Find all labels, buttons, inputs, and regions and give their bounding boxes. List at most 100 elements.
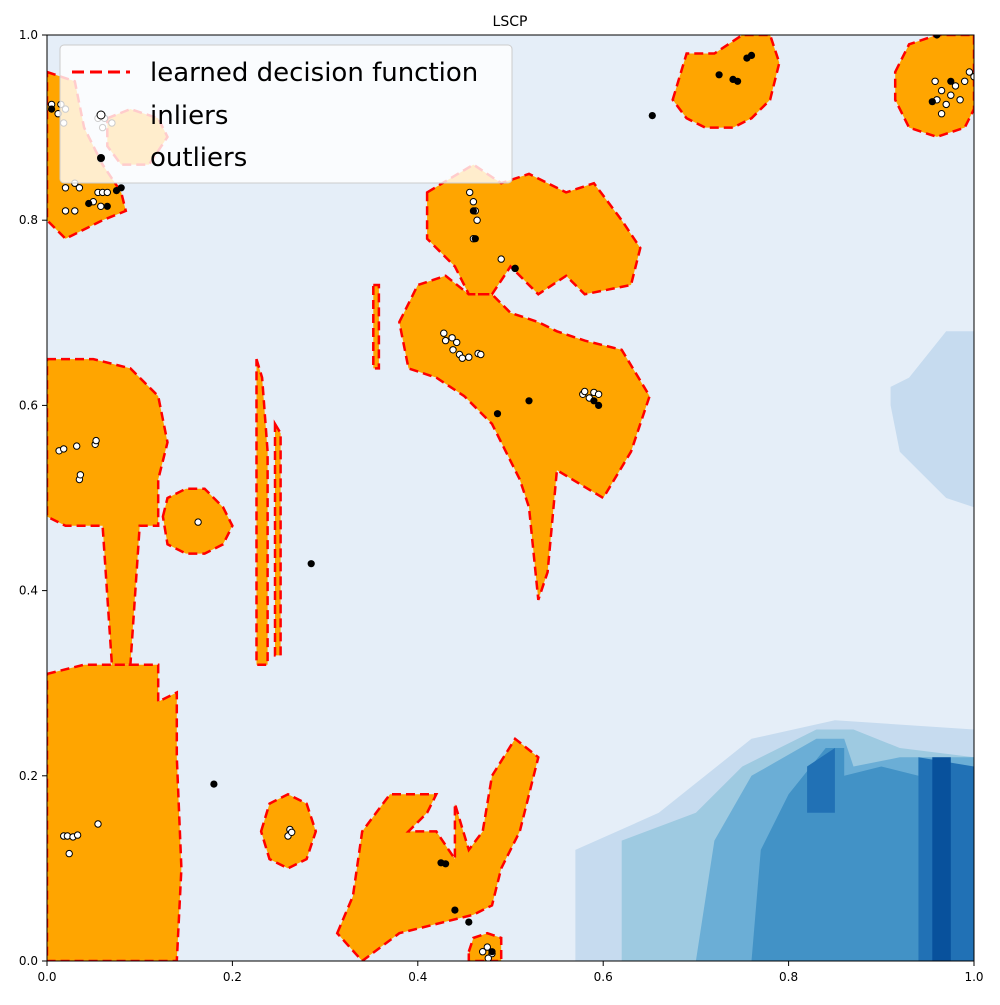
- inlier-point: [479, 948, 487, 956]
- decision-boundary-contour: [255, 358, 269, 666]
- outlier-point: [210, 780, 218, 788]
- y-tick-label: 0.2: [19, 769, 38, 783]
- data-points: [47, 35, 974, 961]
- inlier-point: [73, 831, 82, 839]
- decision-boundary-contour: [273, 419, 282, 657]
- decision-boundary-contour: [397, 274, 651, 601]
- inlier-point: [65, 849, 73, 858]
- inlier-region: [47, 359, 168, 665]
- outlier-point: [307, 560, 315, 568]
- y-tick-label: 0.8: [19, 213, 38, 227]
- decision-boundary-contour: [671, 35, 781, 129]
- inlier-point: [94, 820, 102, 828]
- outlier-point: [48, 105, 56, 113]
- outlier-point: [451, 906, 459, 914]
- inlier-point: [61, 184, 70, 192]
- inlier-point: [497, 255, 505, 263]
- decision-boundary-contour: [372, 283, 381, 370]
- inlier-point: [581, 387, 589, 396]
- decision-boundary-contour: [161, 487, 234, 555]
- outlier-point: [928, 98, 936, 106]
- decision-boundary-contour: [335, 736, 540, 961]
- inlier-region: [337, 738, 539, 961]
- outlier-point: [112, 187, 121, 195]
- inlier-point: [440, 329, 448, 337]
- inlier-point: [469, 198, 478, 206]
- legend-label-outliers: outliers: [150, 143, 247, 173]
- inlier-point: [92, 436, 100, 445]
- score-contour-region: [890, 331, 974, 508]
- inlier-point: [947, 91, 955, 99]
- inlier-region: [275, 423, 281, 656]
- outlier-point: [525, 397, 533, 405]
- decision-boundary-contour: [259, 792, 318, 870]
- inlier-point: [465, 353, 473, 361]
- plot-frame: [46, 34, 975, 962]
- y-tick-label: 0.4: [19, 584, 38, 598]
- outlier-point: [590, 397, 598, 405]
- inlier-point: [73, 442, 81, 450]
- inlier-point: [473, 216, 481, 224]
- inlier-point: [75, 184, 84, 192]
- outlier-point: [715, 71, 723, 79]
- inlier-point: [60, 445, 68, 453]
- decision-boundary-contour: [47, 357, 169, 666]
- inlier-point: [76, 471, 85, 479]
- outlier-point: [493, 410, 502, 418]
- axes: 0.0 0.2 0.4 0.6 0.8 1.0 0.0 0.2 0.4 0.6 0.8 1.0: [19, 28, 984, 984]
- outlier-point: [511, 264, 519, 272]
- inlier-point: [448, 334, 456, 342]
- outlier-point: [595, 401, 603, 409]
- outlier-point: [933, 35, 941, 39]
- inlier-point: [937, 86, 946, 95]
- decision-boundary-contour: [47, 70, 128, 241]
- decision-boundary-contour: [47, 663, 183, 961]
- inlier-point: [477, 350, 485, 359]
- inlier-point: [288, 828, 296, 836]
- y-tick-label: 1.0: [19, 28, 38, 42]
- inlier-point: [71, 207, 79, 215]
- x-tick-label: 0.2: [223, 970, 242, 984]
- outlier-point: [442, 860, 450, 868]
- decision-boundary-contour: [467, 931, 503, 961]
- y-tick-label: 0.6: [19, 398, 38, 412]
- inlier-region: [427, 164, 641, 295]
- inlier-point: [965, 68, 974, 76]
- inlier-point: [961, 77, 969, 86]
- outlier-point: [85, 199, 93, 208]
- inlier-region: [895, 35, 974, 137]
- legend-box: [59, 44, 513, 184]
- x-tick-label: 0.6: [594, 970, 613, 984]
- outlier-point: [947, 77, 955, 85]
- y-tick-label: 0.0: [19, 954, 38, 968]
- outlier-point: [471, 235, 479, 243]
- inlier-point: [103, 188, 112, 197]
- inlier-point: [483, 943, 491, 951]
- x-tick-label: 0.4: [408, 970, 427, 984]
- inlier-point: [453, 338, 461, 347]
- inlier-point: [458, 354, 466, 362]
- inlier-point: [956, 96, 964, 104]
- decision-boundary-contour: [425, 163, 642, 296]
- score-contour-region: [807, 748, 835, 813]
- legend-label-boundary: learned decision function: [150, 58, 478, 88]
- inlier-region: [47, 664, 182, 961]
- inlier-region: [373, 285, 379, 369]
- inlier-point: [61, 207, 70, 215]
- outlier-point: [488, 948, 496, 956]
- inlier-point: [97, 202, 105, 211]
- outlier-point: [465, 918, 473, 926]
- outlier-point: [103, 202, 111, 210]
- x-tick-label: 0.0: [37, 970, 56, 984]
- legend-inlier-marker: [96, 110, 106, 120]
- inlier-point: [951, 82, 960, 90]
- legend-outlier-marker: [97, 154, 105, 162]
- inlier-point: [466, 188, 474, 197]
- chart-title: LSCP: [493, 14, 528, 30]
- outlier-point: [747, 51, 756, 60]
- outlier-point: [648, 112, 656, 120]
- inlier-point: [942, 100, 950, 109]
- x-tick-label: 0.8: [779, 970, 798, 984]
